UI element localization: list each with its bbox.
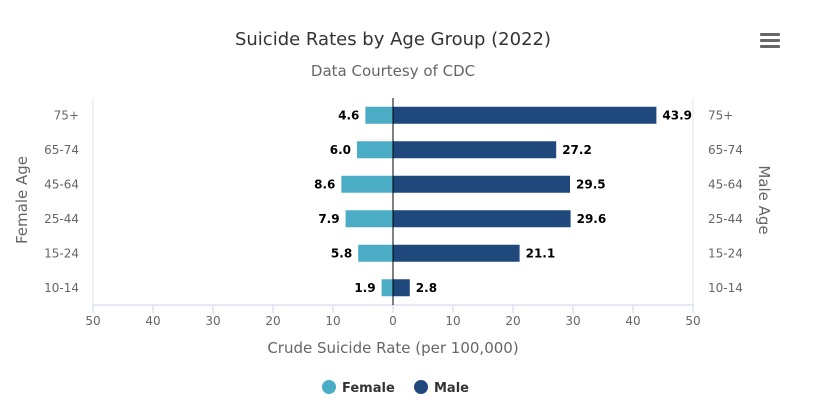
bar-female bbox=[345, 210, 393, 228]
bar-female bbox=[381, 279, 393, 297]
bar-male bbox=[393, 244, 520, 262]
y-tick-label-left: 25-44 bbox=[44, 212, 79, 226]
y-tick-label-left: 75+ bbox=[54, 108, 79, 122]
x-tick-label: 30 bbox=[205, 314, 220, 328]
bar-male bbox=[393, 279, 410, 297]
y-tick-label-left: 45-64 bbox=[44, 177, 79, 191]
data-label-female: 7.9 bbox=[318, 212, 339, 226]
legend-label-female: Female bbox=[342, 381, 395, 396]
bar-male bbox=[393, 175, 570, 193]
legend: Female Male bbox=[322, 380, 469, 396]
data-label-female: 1.9 bbox=[354, 281, 375, 295]
x-tick-label: 10 bbox=[325, 314, 340, 328]
y-axis-title-right: Male Age bbox=[755, 165, 773, 234]
y-tick-label-right: 65-74 bbox=[708, 143, 743, 157]
data-label-male: 27.2 bbox=[562, 143, 592, 157]
y-tick-label-left: 10-14 bbox=[44, 281, 79, 295]
bar-female bbox=[358, 244, 393, 262]
x-tick-label: 20 bbox=[265, 314, 280, 328]
data-label-female: 4.6 bbox=[338, 108, 359, 122]
y-tick-label-right: 15-24 bbox=[708, 246, 743, 260]
y-tick-label-right: 25-44 bbox=[708, 212, 743, 226]
x-tick-label: 0 bbox=[389, 314, 397, 328]
data-label-female: 8.6 bbox=[314, 177, 335, 191]
chart-subtitle: Data Courtesy of CDC bbox=[311, 62, 475, 80]
y-tick-label-right: 75+ bbox=[708, 108, 733, 122]
menu-line bbox=[760, 33, 780, 36]
y-tick-label-right: 45-64 bbox=[708, 177, 743, 191]
bar-female bbox=[341, 175, 393, 193]
data-label-male: 2.8 bbox=[416, 281, 437, 295]
menu-line bbox=[760, 45, 780, 48]
data-label-male: 29.6 bbox=[577, 212, 607, 226]
bar-female bbox=[365, 106, 393, 124]
x-tick-label: 30 bbox=[565, 314, 580, 328]
x-tick-label: 20 bbox=[505, 314, 520, 328]
data-label-male: 43.9 bbox=[662, 108, 692, 122]
bar-female bbox=[357, 141, 393, 159]
x-tick-label: 40 bbox=[145, 314, 160, 328]
x-tick-label: 10 bbox=[445, 314, 460, 328]
x-tick-label: 50 bbox=[685, 314, 700, 328]
x-axis-title: Crude Suicide Rate (per 100,000) bbox=[267, 339, 518, 357]
data-label-male: 29.5 bbox=[576, 177, 606, 191]
y-tick-label-left: 65-74 bbox=[44, 143, 79, 157]
data-label-female: 5.8 bbox=[331, 246, 352, 260]
plot-area: 50 40 30 20 10 0 10 20 30 40 50 75+ 75+ 65-74 65-74 45-… bbox=[44, 98, 743, 328]
legend-label-male: Male bbox=[434, 381, 469, 396]
bar-male bbox=[393, 141, 557, 159]
chart-title: Suicide Rates by Age Group (2022) bbox=[235, 29, 551, 50]
y-tick-label-left: 15-24 bbox=[44, 246, 79, 260]
y-tick-label-right: 10-14 bbox=[708, 281, 743, 295]
data-label-male: 21.1 bbox=[526, 246, 556, 260]
x-tick-label: 40 bbox=[625, 314, 640, 328]
bar-male bbox=[393, 106, 657, 124]
y-axis-title-left: Female Age bbox=[13, 156, 31, 244]
legend-marker-male bbox=[414, 380, 428, 394]
hamburger-menu-icon[interactable] bbox=[760, 33, 780, 49]
x-tick-label: 50 bbox=[85, 314, 100, 328]
data-label-female: 6.0 bbox=[330, 143, 351, 157]
bar-male bbox=[393, 210, 571, 228]
legend-marker-female bbox=[322, 380, 336, 394]
menu-line bbox=[760, 39, 780, 42]
